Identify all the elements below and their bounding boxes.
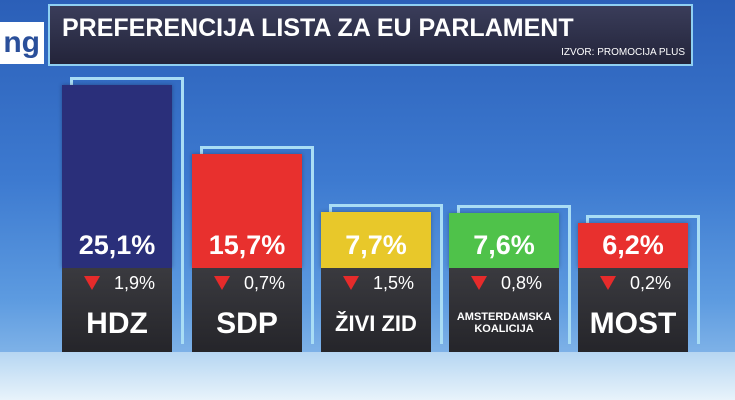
bar — [62, 85, 172, 268]
label-panel — [449, 268, 559, 352]
category-label: HDZ — [86, 307, 148, 341]
value-label: 6,2% — [602, 230, 664, 260]
bar — [321, 211, 431, 268]
change-label: 0,2% — [630, 273, 672, 293]
value-label: 15,7% — [208, 230, 286, 260]
change-arrow — [84, 276, 100, 290]
label-panel — [321, 268, 431, 352]
change-label: 0,7% — [244, 273, 286, 293]
label-panel — [192, 268, 302, 352]
change-label: 1,9% — [114, 273, 156, 293]
change-arrow — [600, 276, 616, 290]
bar — [192, 153, 302, 268]
category-label: AMSTERDAMSKA KOALICIJA — [456, 311, 552, 335]
change-arrow — [471, 276, 487, 290]
category-label: MOST — [589, 307, 677, 341]
source: IZVOR: PROMOCIJA PLUS — [561, 47, 685, 58]
label-panel — [62, 268, 172, 352]
category-label: ŽIVI ZID — [335, 311, 417, 337]
change-label: 1,5% — [373, 273, 415, 293]
chart-title: PREFERENCIJA LISTA ZA EU PARLAMENT — [62, 14, 574, 42]
logo: ng — [0, 22, 44, 64]
value-label: 7,7% — [345, 230, 407, 260]
category-label: SDP — [216, 307, 278, 341]
change-arrow — [343, 276, 359, 290]
label-panel — [578, 268, 688, 352]
change-label: 0,8% — [501, 273, 543, 293]
title-bar — [48, 4, 693, 66]
change-arrow — [214, 276, 230, 290]
floor — [0, 352, 735, 400]
value-label: 25,1% — [78, 230, 156, 260]
bar — [578, 222, 688, 268]
bar — [449, 212, 559, 268]
value-label: 7,6% — [473, 230, 535, 260]
